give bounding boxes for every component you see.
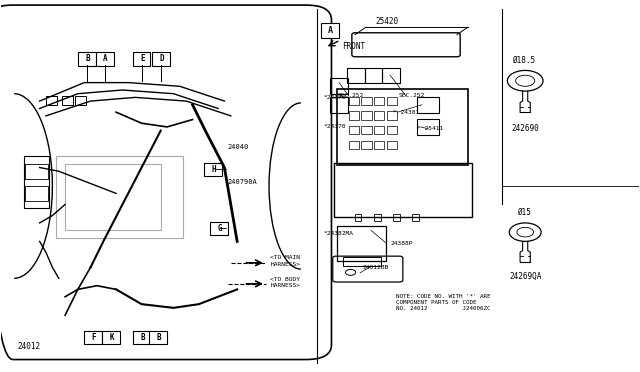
Text: *24370: *24370	[323, 124, 346, 129]
Text: HARNESS>: HARNESS>	[270, 262, 300, 267]
Text: 242690: 242690	[511, 124, 539, 133]
Bar	[374, 126, 385, 134]
Bar	[394, 214, 399, 221]
Text: B: B	[141, 333, 145, 342]
FancyBboxPatch shape	[96, 52, 113, 66]
Bar	[362, 141, 372, 149]
FancyBboxPatch shape	[321, 23, 339, 38]
Bar	[362, 126, 372, 134]
Bar	[374, 141, 385, 149]
Bar	[65, 164, 161, 230]
Bar	[349, 141, 359, 149]
Bar	[387, 112, 397, 119]
Text: A: A	[103, 54, 108, 63]
Text: 24388P: 24388P	[390, 241, 413, 246]
Bar	[374, 97, 385, 105]
FancyBboxPatch shape	[102, 331, 120, 344]
Bar	[355, 214, 362, 221]
Bar	[349, 126, 359, 134]
Bar	[62, 96, 74, 105]
Text: E: E	[140, 54, 145, 63]
Text: Ø15: Ø15	[517, 207, 531, 217]
Text: A: A	[328, 26, 333, 35]
Text: * 24381: * 24381	[393, 110, 419, 115]
Text: F: F	[92, 333, 96, 342]
Text: HARNESS>: HARNESS>	[270, 283, 300, 288]
Bar	[25, 186, 48, 201]
Bar	[46, 96, 58, 105]
Text: SEC.252: SEC.252	[337, 93, 364, 99]
FancyBboxPatch shape	[84, 331, 102, 344]
FancyBboxPatch shape	[149, 331, 167, 344]
Bar	[387, 126, 397, 134]
Text: Ø18.5: Ø18.5	[513, 56, 536, 65]
Bar	[387, 141, 397, 149]
Text: <TO BODY: <TO BODY	[270, 276, 300, 282]
Text: FRONT: FRONT	[342, 42, 365, 51]
FancyBboxPatch shape	[132, 52, 150, 66]
Bar	[24, 157, 49, 208]
Text: H: H	[211, 165, 216, 174]
Bar	[349, 97, 359, 105]
Text: 240790A: 240790A	[228, 179, 257, 185]
Text: SEC.252: SEC.252	[399, 93, 425, 99]
Text: G: G	[218, 224, 222, 233]
Text: K: K	[109, 333, 114, 342]
Text: NOTE: CODE NO. WITH '*' ARE
COMPONENT PARTS OF CODE
NO. 24012          J24006ZC: NOTE: CODE NO. WITH '*' ARE COMPONENT PA…	[396, 294, 491, 311]
Text: 24012BB: 24012BB	[362, 265, 388, 270]
Bar	[387, 97, 397, 105]
Bar	[412, 214, 419, 221]
Bar	[374, 214, 381, 221]
Text: <TO MAIN: <TO MAIN	[270, 256, 300, 260]
Text: B: B	[156, 333, 161, 342]
Bar	[25, 164, 48, 179]
Text: 24040: 24040	[228, 144, 249, 150]
Text: 25420: 25420	[375, 17, 399, 26]
Text: *24370: *24370	[323, 95, 346, 100]
FancyBboxPatch shape	[152, 52, 170, 66]
Text: *24382MA: *24382MA	[323, 231, 353, 237]
Bar	[362, 97, 372, 105]
FancyBboxPatch shape	[211, 222, 228, 235]
Text: D: D	[159, 54, 164, 63]
Text: 24012: 24012	[17, 342, 40, 351]
Text: B: B	[85, 54, 90, 63]
Bar	[56, 157, 183, 238]
Bar	[75, 96, 86, 105]
FancyBboxPatch shape	[204, 163, 222, 176]
Text: * 25411: * 25411	[417, 126, 443, 131]
Text: 24269QA: 24269QA	[509, 272, 541, 281]
FancyBboxPatch shape	[78, 52, 96, 66]
Bar	[349, 112, 359, 119]
Bar	[362, 112, 372, 119]
FancyBboxPatch shape	[133, 331, 151, 344]
Bar	[374, 112, 385, 119]
